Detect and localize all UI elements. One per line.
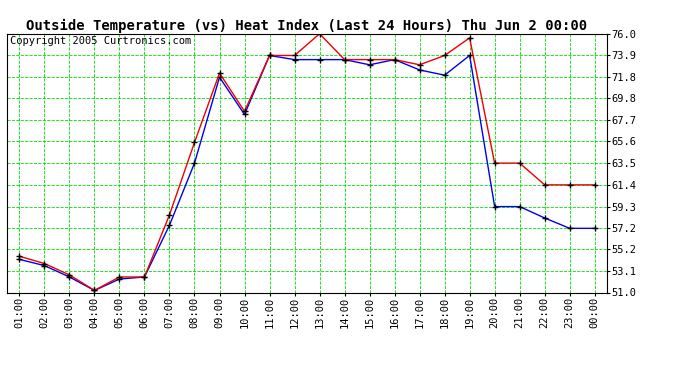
Text: Copyright 2005 Curtronics.com: Copyright 2005 Curtronics.com bbox=[10, 36, 191, 46]
Title: Outside Temperature (vs) Heat Index (Last 24 Hours) Thu Jun 2 00:00: Outside Temperature (vs) Heat Index (Las… bbox=[26, 18, 588, 33]
